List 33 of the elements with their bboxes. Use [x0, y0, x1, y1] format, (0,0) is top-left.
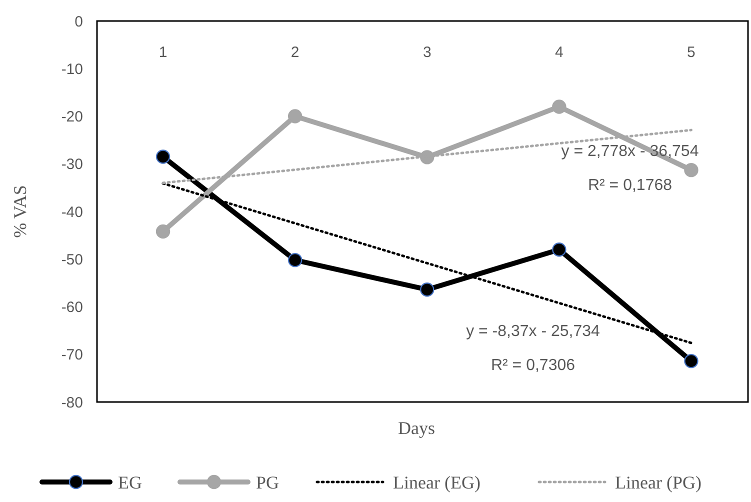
annotation: R² = 0,7306: [490, 357, 576, 374]
annotation: R² = 0,1768: [588, 177, 672, 194]
legend-label: EG: [118, 472, 142, 492]
point: [288, 109, 302, 124]
x-tick-label: 3: [422, 44, 432, 61]
legend-label: Linear (PG): [615, 472, 702, 492]
y-tick-label: -70: [61, 346, 83, 364]
x-tick-label: 2: [290, 44, 300, 61]
legend-label: PG: [256, 472, 280, 492]
point: [552, 242, 566, 257]
point: [420, 282, 434, 297]
point: [156, 150, 170, 164]
y-tick-label: 0: [74, 13, 83, 30]
x-tick-label: 1: [158, 44, 168, 61]
y-axis-title: % VAS: [10, 185, 30, 238]
y-tick-label: -20: [61, 108, 83, 126]
x-tick-label: 4: [555, 44, 564, 61]
point: [684, 354, 698, 368]
point: [552, 100, 566, 114]
point: [288, 252, 302, 268]
point: [156, 224, 170, 239]
annotation: y = -8,37x - 25,734: [466, 323, 600, 340]
y-tick-label: -50: [61, 251, 83, 268]
x-axis-title: Days: [398, 418, 435, 438]
y-tick-label: -80: [61, 394, 83, 412]
y-tick-label: -60: [61, 299, 83, 316]
x-tick-label: 5: [687, 44, 696, 61]
annotation: y = 2,778x - 36,754: [561, 143, 699, 160]
legend-label: Linear (EG): [393, 472, 480, 492]
y-tick-label: -10: [61, 60, 83, 78]
y-tick-label: -30: [61, 156, 83, 174]
y-tick-label: -40: [61, 204, 83, 221]
point: [684, 162, 698, 178]
